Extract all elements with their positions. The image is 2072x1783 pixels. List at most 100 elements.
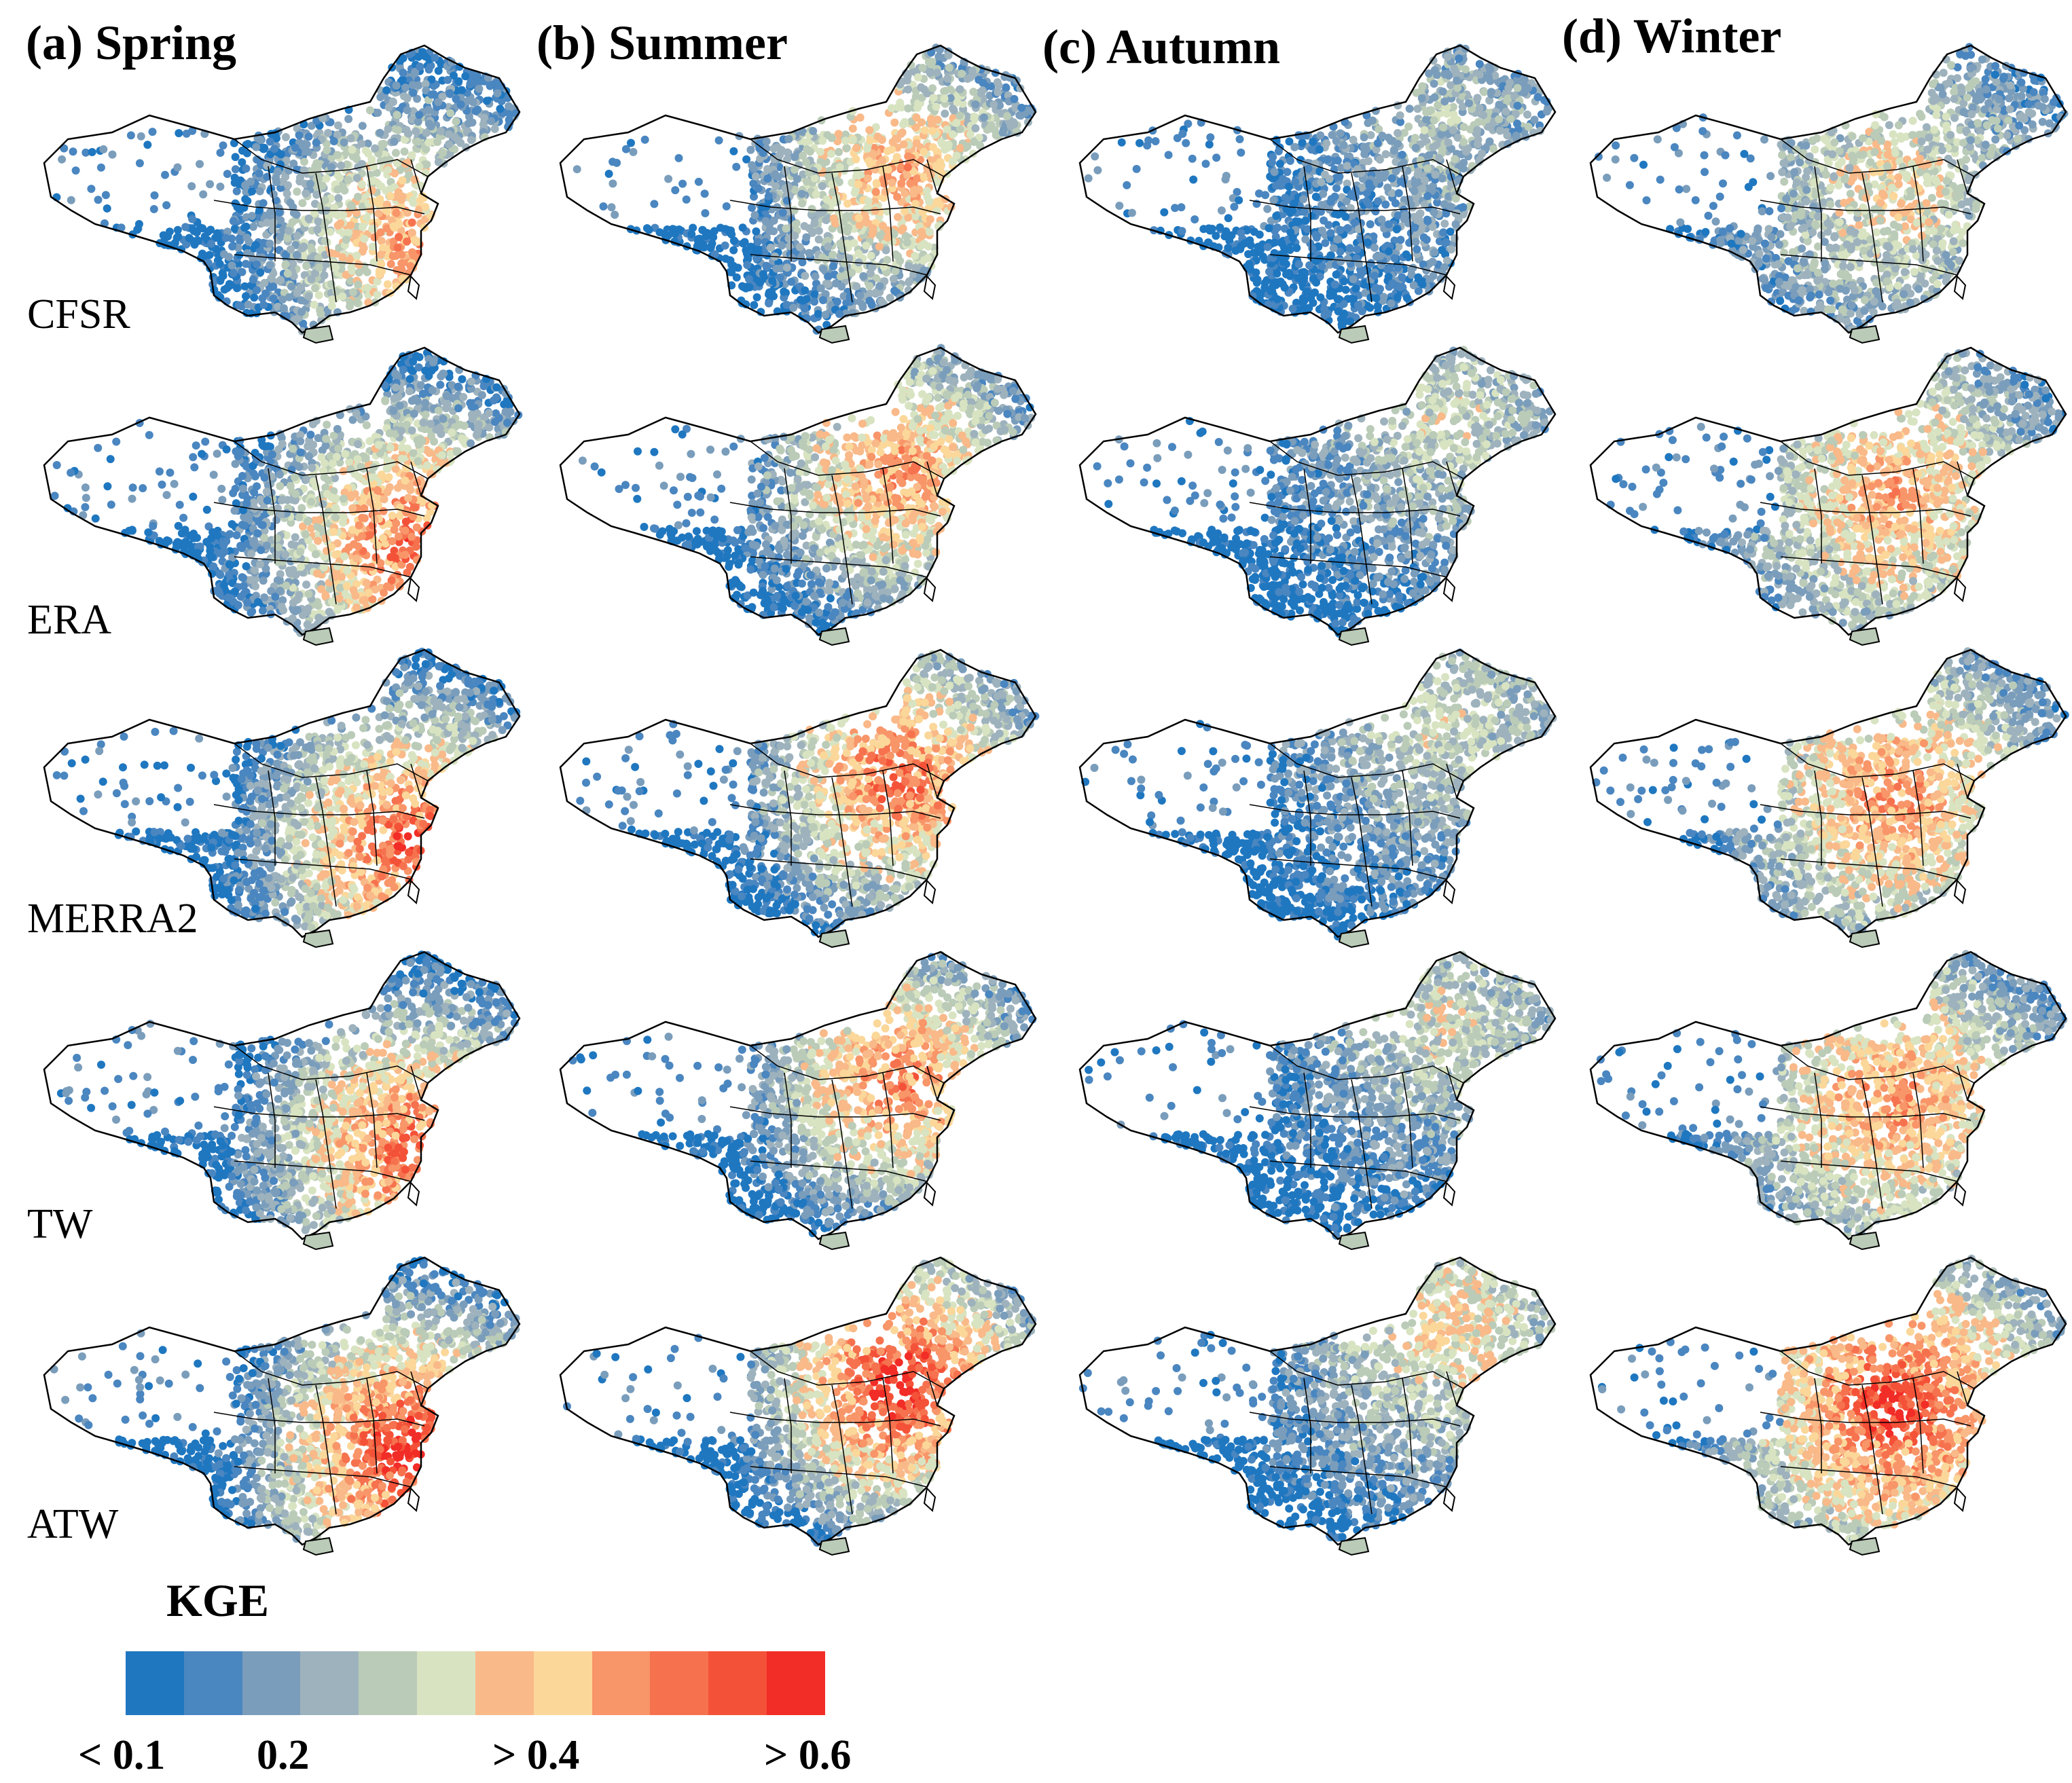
region-boundary [1861, 172, 1883, 303]
region-boundary [882, 1378, 894, 1474]
region-boundary [1861, 475, 1883, 605]
country-outline [1589, 951, 2067, 1240]
taiwan-island [1953, 274, 1967, 300]
region-boundary [1780, 858, 1958, 880]
region-boundary [1351, 172, 1373, 303]
region-boundary [1780, 254, 1958, 276]
map-summer-atw [559, 1256, 1037, 1556]
region-boundary [268, 770, 276, 866]
region-boundary [926, 763, 938, 798]
station-points [568, 951, 1037, 1238]
region-boundary [1912, 166, 1924, 262]
taiwan-island [923, 1181, 937, 1207]
station-points [563, 1257, 1037, 1547]
region-boundary [1780, 1350, 1975, 1389]
region-boundary [1269, 1350, 1464, 1389]
legend-tick-label: > 0.4 [492, 1731, 579, 1780]
station-points [576, 650, 1040, 938]
region-boundary [213, 200, 425, 215]
region-boundary [234, 254, 412, 276]
row-label-tw: TW [27, 1200, 92, 1249]
region-boundary [234, 1045, 429, 1084]
hainan-island [1849, 1537, 1880, 1556]
region-boundary [1780, 743, 1975, 782]
country-outline [559, 1256, 1037, 1546]
region-boundary [750, 1045, 945, 1084]
region-boundary [729, 804, 941, 819]
country-outline [1078, 951, 1557, 1240]
region-boundary [750, 139, 945, 177]
region-boundary [410, 1065, 422, 1101]
region-boundary [926, 1065, 938, 1101]
map-winter-era [1589, 346, 2067, 646]
map-spring-cfsr [43, 44, 521, 344]
region-boundary [1780, 1160, 1958, 1182]
region-boundary [1269, 556, 1447, 578]
region-boundary [729, 1412, 941, 1427]
map-autumn-tw [1078, 951, 1557, 1251]
taiwan-island [407, 879, 420, 904]
station-points [1093, 346, 1554, 638]
legend-swatch [767, 1651, 825, 1715]
region-boundary [213, 1106, 425, 1121]
taiwan-island [923, 879, 937, 904]
region-boundary [234, 556, 412, 578]
taiwan-island [1953, 1486, 1967, 1512]
taiwan-island [1442, 576, 1456, 602]
region-boundary [1814, 1072, 1822, 1168]
region-boundary [1760, 1106, 1971, 1121]
map-spring-era [43, 346, 523, 646]
station-points [50, 1256, 520, 1543]
region-boundary [315, 475, 337, 605]
region-boundary [1269, 441, 1464, 479]
region-boundary [1269, 139, 1464, 177]
legend-swatch [475, 1651, 534, 1715]
legend-swatch [300, 1651, 359, 1715]
country-outline [1589, 648, 2067, 938]
region-boundary [750, 254, 928, 276]
region-boundary [926, 1371, 938, 1406]
hainan-island [818, 627, 850, 646]
region-boundary [410, 461, 422, 496]
map-spring-tw [43, 951, 521, 1251]
legend-swatch [592, 1651, 651, 1715]
region-boundary [1760, 502, 1971, 517]
hainan-island [1338, 325, 1370, 344]
station-points [1085, 951, 1555, 1240]
map-autumn-cfsr [1078, 43, 1557, 344]
row-label-cfsr: CFSR [27, 291, 130, 339]
legend-swatch [242, 1651, 301, 1715]
region-boundary [366, 770, 378, 866]
region-boundary [1957, 763, 1968, 798]
region-boundary [750, 556, 928, 578]
hainan-island [1338, 1537, 1370, 1556]
station-points [1594, 43, 2069, 334]
region-boundary [750, 1350, 945, 1389]
region-boundary [784, 468, 792, 564]
country-outline [1078, 648, 1557, 938]
region-boundary [315, 1384, 337, 1515]
region-boundary [882, 166, 894, 262]
region-boundary [1814, 770, 1822, 866]
legend-swatch [650, 1651, 709, 1715]
region-boundary [366, 1378, 378, 1474]
region-boundary [784, 1072, 792, 1168]
taiwan-island [407, 1486, 420, 1512]
region-boundary [1249, 200, 1461, 215]
hainan-island [302, 1537, 334, 1556]
region-boundary [750, 441, 945, 479]
region-boundary [1446, 1065, 1457, 1101]
region-boundary [784, 1378, 792, 1473]
region-boundary [831, 1384, 853, 1515]
hainan-island [818, 1537, 850, 1556]
hainan-island [1849, 1231, 1880, 1251]
region-boundary [1303, 1072, 1311, 1168]
hainan-island [1338, 929, 1370, 949]
region-boundary [1446, 461, 1457, 496]
region-boundary [268, 468, 276, 564]
taiwan-island [923, 274, 937, 300]
taiwan-island [923, 576, 937, 602]
region-boundary [268, 166, 276, 261]
hainan-island [818, 1231, 850, 1251]
region-boundary [1303, 166, 1311, 261]
